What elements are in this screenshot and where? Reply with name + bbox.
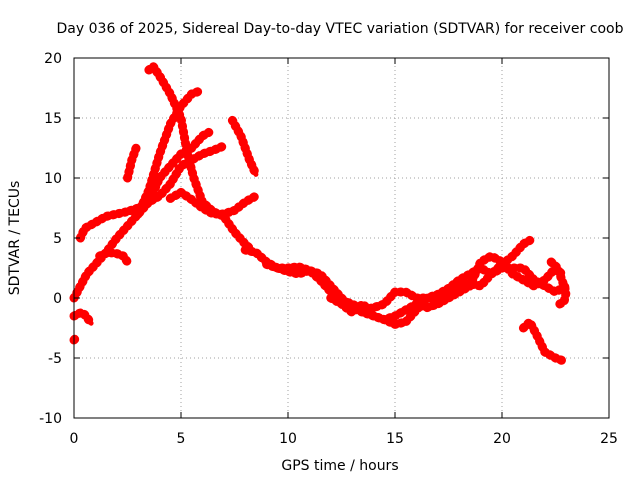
- x-tick-label: 15: [386, 431, 404, 447]
- grid: [74, 58, 609, 418]
- x-tick-label: 10: [279, 431, 297, 447]
- series-markers-trace-j: [227, 115, 261, 179]
- series-markers-trace-a: [69, 307, 96, 328]
- x-tick-label: 25: [600, 431, 618, 447]
- series-markers-trace-e: [95, 247, 132, 267]
- y-tick-label: -10: [39, 411, 62, 427]
- y-tick-label: 15: [44, 111, 62, 127]
- series-markers-trace-d: [75, 142, 227, 243]
- chart-title: Day 036 of 2025, Sidereal Day-to-day VTE…: [57, 21, 624, 37]
- x-axis-label: GPS time / hours: [281, 458, 398, 474]
- y-tick-label: 10: [44, 171, 62, 187]
- y-tick-label: 20: [44, 51, 62, 67]
- series-markers-trace-f: [123, 143, 141, 183]
- series-markers-trace-i: [165, 187, 261, 219]
- series-markers-trace-n: [518, 317, 567, 365]
- y-tick-label: -5: [48, 351, 62, 367]
- axis-ticks: 0 5 10 15 20 25 -10 -5 0 5 10 15 20: [39, 51, 618, 447]
- series-markers-trace-o: [546, 257, 571, 309]
- series-markers-trace-h: [133, 87, 203, 219]
- y-tick-label: 0: [53, 291, 62, 307]
- x-tick-label: 20: [493, 431, 511, 447]
- series-markers-trace-m: [326, 251, 567, 325]
- series-markers-trace-g: [144, 61, 257, 255]
- y-axis-label: SDTVAR / TECUs: [7, 181, 23, 296]
- y-tick-label: 5: [53, 231, 62, 247]
- series-group: [69, 61, 571, 365]
- series-markers-trace-l: [262, 259, 571, 315]
- x-tick-label: 0: [70, 431, 79, 447]
- x-tick-label: 5: [177, 431, 186, 447]
